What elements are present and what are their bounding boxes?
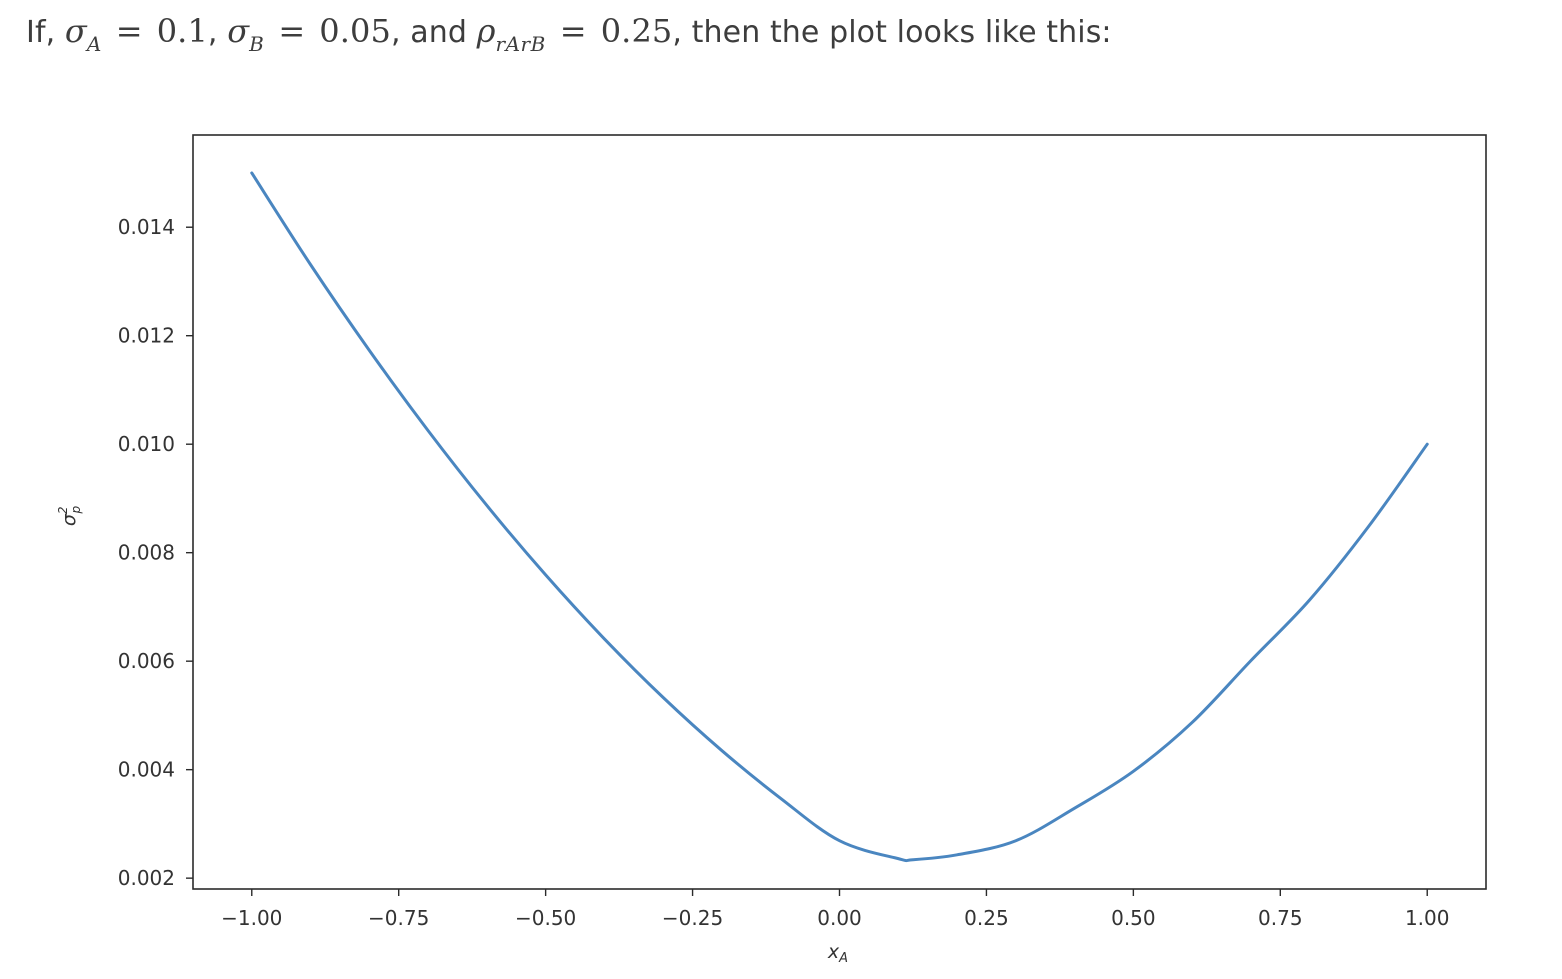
sigma-a-subscript: A <box>86 32 102 56</box>
y-tick-label: 0.006 <box>118 649 175 673</box>
sigma-a-expression: σA = 0.1 <box>64 12 208 56</box>
sigma-a-value: 0.1 <box>156 12 208 50</box>
series-line-0 <box>250 171 1429 863</box>
x-axis: −1.00 −0.75 −0.50 −0.25 0.00 0.25 0.50 0.75 1.00 <box>221 889 1449 930</box>
x-tick-label: 0.50 <box>1111 906 1156 930</box>
y-tick-label: 0.002 <box>118 866 175 890</box>
x-tick-label: −1.00 <box>221 906 282 930</box>
x-axis-label-subscript: A <box>838 951 848 966</box>
x-tick-label: −0.25 <box>662 906 723 930</box>
y-axis-label-subscript: p <box>69 505 83 514</box>
separator-comma: , <box>390 15 401 50</box>
intro-lead: If, <box>26 15 56 50</box>
y-tick-label: 0.012 <box>118 324 175 348</box>
x-axis-label: xA <box>827 941 848 966</box>
separator-comma: , <box>207 15 218 50</box>
y-tick-label: 0.014 <box>118 215 175 239</box>
x-tick-label: 0.75 <box>1258 906 1303 930</box>
sigma-a-symbol: σ <box>64 12 87 50</box>
y-axis-label: σ2p <box>56 505 83 526</box>
x-tick-label: −0.50 <box>515 906 576 930</box>
intro-trail: then the plot looks like this: <box>691 15 1112 50</box>
sigma-b-symbol: σ <box>227 12 250 50</box>
x-tick-label: −0.75 <box>368 906 429 930</box>
y-axis-label-superscript: 2 <box>56 506 70 514</box>
rho-subscript: rArB <box>495 32 546 56</box>
rho-expression: ρrArB = 0.25 <box>476 12 673 56</box>
y-axis: 0.002 0.004 0.006 0.008 0.010 0.012 0.014 <box>118 215 193 890</box>
rho-value: 0.25 <box>600 12 673 50</box>
separator-comma: , <box>672 15 683 50</box>
x-tick-label: 0.25 <box>964 906 1009 930</box>
equals-sign: = <box>115 12 143 50</box>
sigma-b-subscript: B <box>249 32 265 56</box>
y-tick-label: 0.008 <box>118 541 175 565</box>
x-tick-label: 1.00 <box>1405 906 1450 930</box>
series-layer <box>250 171 1429 863</box>
equals-sign: = <box>278 12 306 50</box>
x-tick-label: 0.00 <box>817 906 862 930</box>
sigma-b-value: 0.05 <box>319 12 391 50</box>
intro-sentence: If, σA = 0.1, σB = 0.05, and ρrArB = 0.25, the… <box>26 6 1112 56</box>
y-tick-label: 0.010 <box>118 432 175 456</box>
rho-symbol: ρ <box>476 12 496 50</box>
plot-frame <box>192 134 1487 890</box>
sigma-b-expression: σB = 0.05 <box>227 12 391 56</box>
intro-connector: and <box>410 15 467 50</box>
equals-sign: = <box>559 12 587 50</box>
y-tick-label: 0.004 <box>118 758 175 782</box>
